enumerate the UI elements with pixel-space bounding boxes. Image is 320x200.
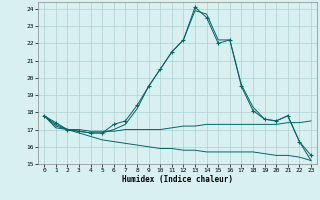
X-axis label: Humidex (Indice chaleur): Humidex (Indice chaleur) — [122, 175, 233, 184]
